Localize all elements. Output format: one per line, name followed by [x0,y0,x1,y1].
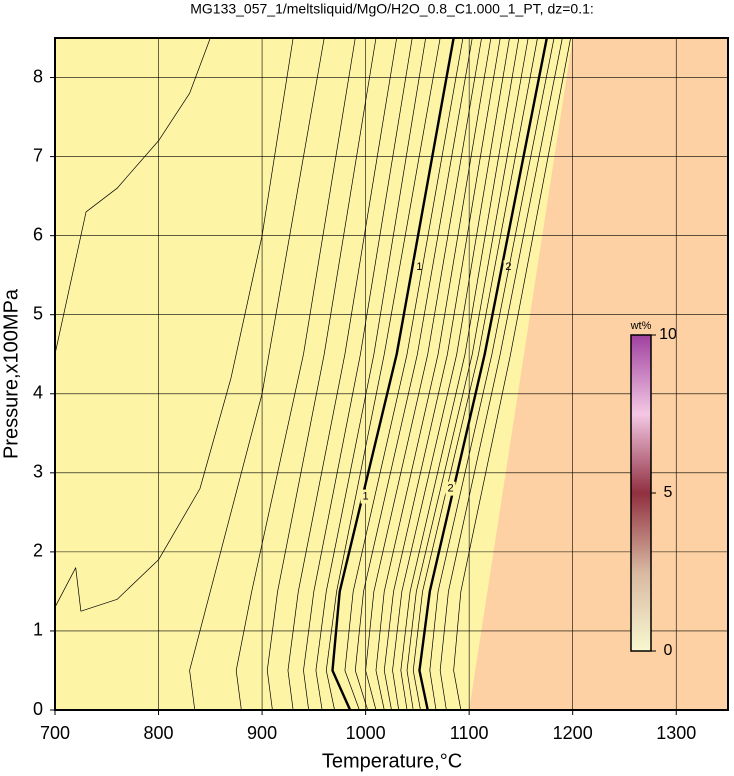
y-tick-label: 1 [33,620,43,640]
y-tick-label: 2 [33,541,43,561]
contour-label: 2 [505,261,511,273]
y-tick-label: 5 [33,303,43,323]
y-tick-label: 8 [33,66,43,86]
contour-line [54,37,211,355]
x-tick-label: 700 [40,723,70,743]
contour-line [406,37,529,711]
contour-line [235,37,356,711]
contour-line [344,37,464,711]
plot-frame [54,37,729,711]
contour-line [189,37,325,711]
contour-label-bg [360,489,371,504]
contour-label: 1 [416,261,422,273]
contour-line [266,37,377,711]
contour-line [54,37,294,612]
colorbar-tick-label: 0 [664,642,673,659]
contour-label-bg [503,260,514,275]
contour-line [453,37,571,711]
x-tick-label: 1100 [450,723,489,743]
x-tick-label: 1200 [553,723,593,743]
contour-label: 2 [447,483,453,495]
contour-label-bg [414,260,425,275]
x-axis-label: Temperature,°C [322,750,462,772]
y-tick-label: 3 [33,462,43,482]
y-axis-label: Pressure,x100MPa [0,288,22,459]
contour-line [287,37,398,711]
colorbar [630,334,652,652]
contour-line [439,37,563,711]
y-tick-label: 4 [33,383,43,403]
contour-line [354,37,473,711]
x-tick-label: 1300 [656,723,696,743]
contour-line [375,37,492,711]
contour-line [383,37,501,711]
x-tick-label: 900 [247,723,277,743]
colorbar-tick-label: 5 [664,484,673,501]
contour-line [429,37,555,711]
contour-line [303,37,413,711]
chart-title: MG133_057_1/meltsliquid/MgO/H2O_0.8_C1.0… [190,1,594,17]
contour-line [325,37,441,711]
contour-line [400,37,520,711]
contour-line [315,37,427,711]
colorbar-tick-label: 10 [659,326,677,343]
contour-line [412,37,538,711]
contour-line [365,37,482,711]
region [469,38,728,710]
x-tick-label: 1000 [346,723,386,743]
contour-label-bg [445,481,456,496]
contour-line [331,37,455,711]
y-tick-label: 7 [33,145,43,165]
x-tick-label: 800 [144,723,174,743]
y-tick-label: 6 [33,224,43,244]
contour-line [392,37,510,711]
contour-line [418,37,548,711]
y-tick-label: 0 [33,699,43,719]
contour-label: 1 [363,490,369,502]
colorbar-label: wt% [630,320,652,332]
